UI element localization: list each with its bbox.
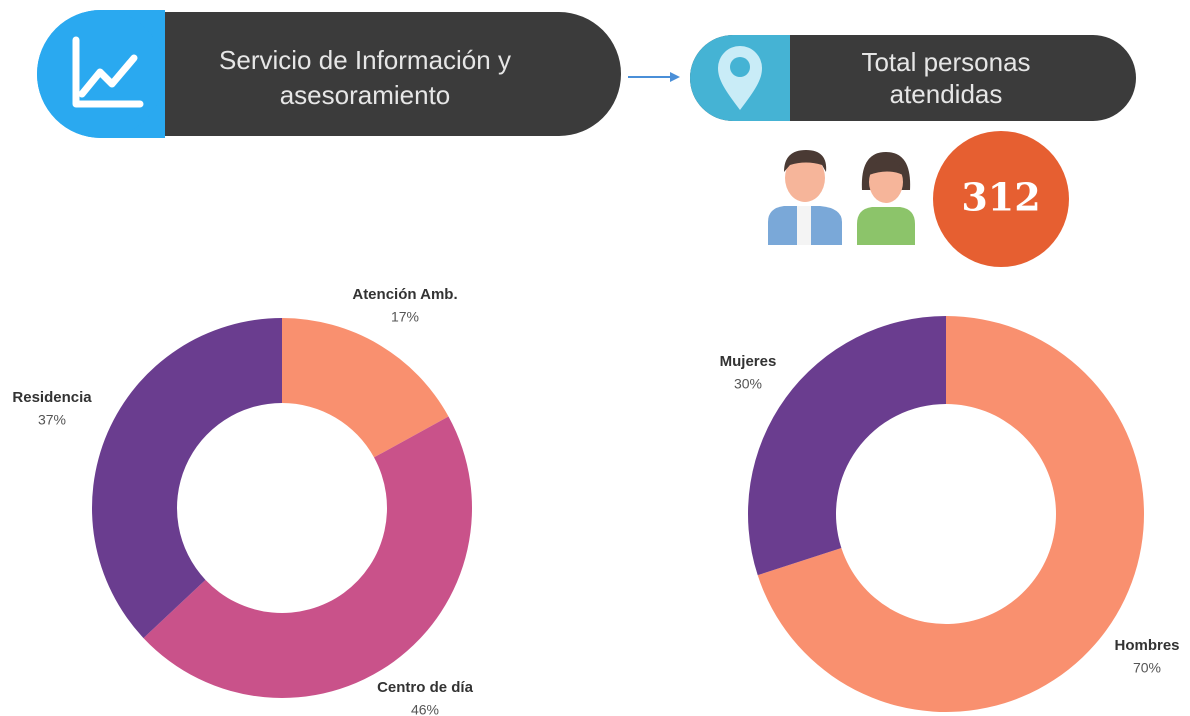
man-shirt (797, 206, 811, 245)
segment-label: Mujeres (720, 353, 777, 370)
segment-label: Atención Amb. (352, 286, 457, 303)
arrow-head (670, 72, 680, 82)
service-line: asesoramiento (280, 80, 451, 110)
service-line: Servicio de Información y (219, 45, 511, 75)
man-icon (768, 150, 842, 245)
segment-value-label: 37% (38, 412, 66, 428)
chart-icon (72, 36, 144, 108)
man-hair (784, 150, 827, 172)
woman-icon (857, 152, 915, 245)
total-badge (933, 131, 1069, 267)
donut-segment (282, 318, 449, 458)
segment-value-label: 30% (734, 376, 762, 392)
donut-segment (757, 316, 1145, 712)
total-pill (690, 35, 1136, 121)
service-pill (95, 12, 621, 136)
donut-segment (747, 316, 946, 576)
woman-fringe (869, 160, 903, 175)
segment-label: Centro de día (377, 679, 474, 696)
total-line: atendidas (890, 79, 1003, 109)
segment-value-label: 46% (411, 702, 439, 716)
total-banner: Total personas atendidas (690, 35, 1136, 121)
pin-icon (718, 46, 762, 110)
man-head (785, 154, 825, 202)
segment-label: Hombres (1114, 637, 1179, 654)
segment-label: Residencia (12, 389, 92, 406)
donut-segment (91, 318, 282, 639)
segment-value-label: 17% (391, 309, 419, 325)
pin-hole (730, 57, 750, 77)
total-value: 312 (961, 175, 1040, 220)
woman-body (857, 207, 915, 245)
service-banner: Servicio de Información y asesoramiento (37, 10, 621, 138)
donut-segment (143, 416, 473, 699)
arrow (628, 72, 680, 82)
total-line: Total personas (861, 47, 1030, 77)
segment-value-label: 70% (1133, 660, 1161, 676)
